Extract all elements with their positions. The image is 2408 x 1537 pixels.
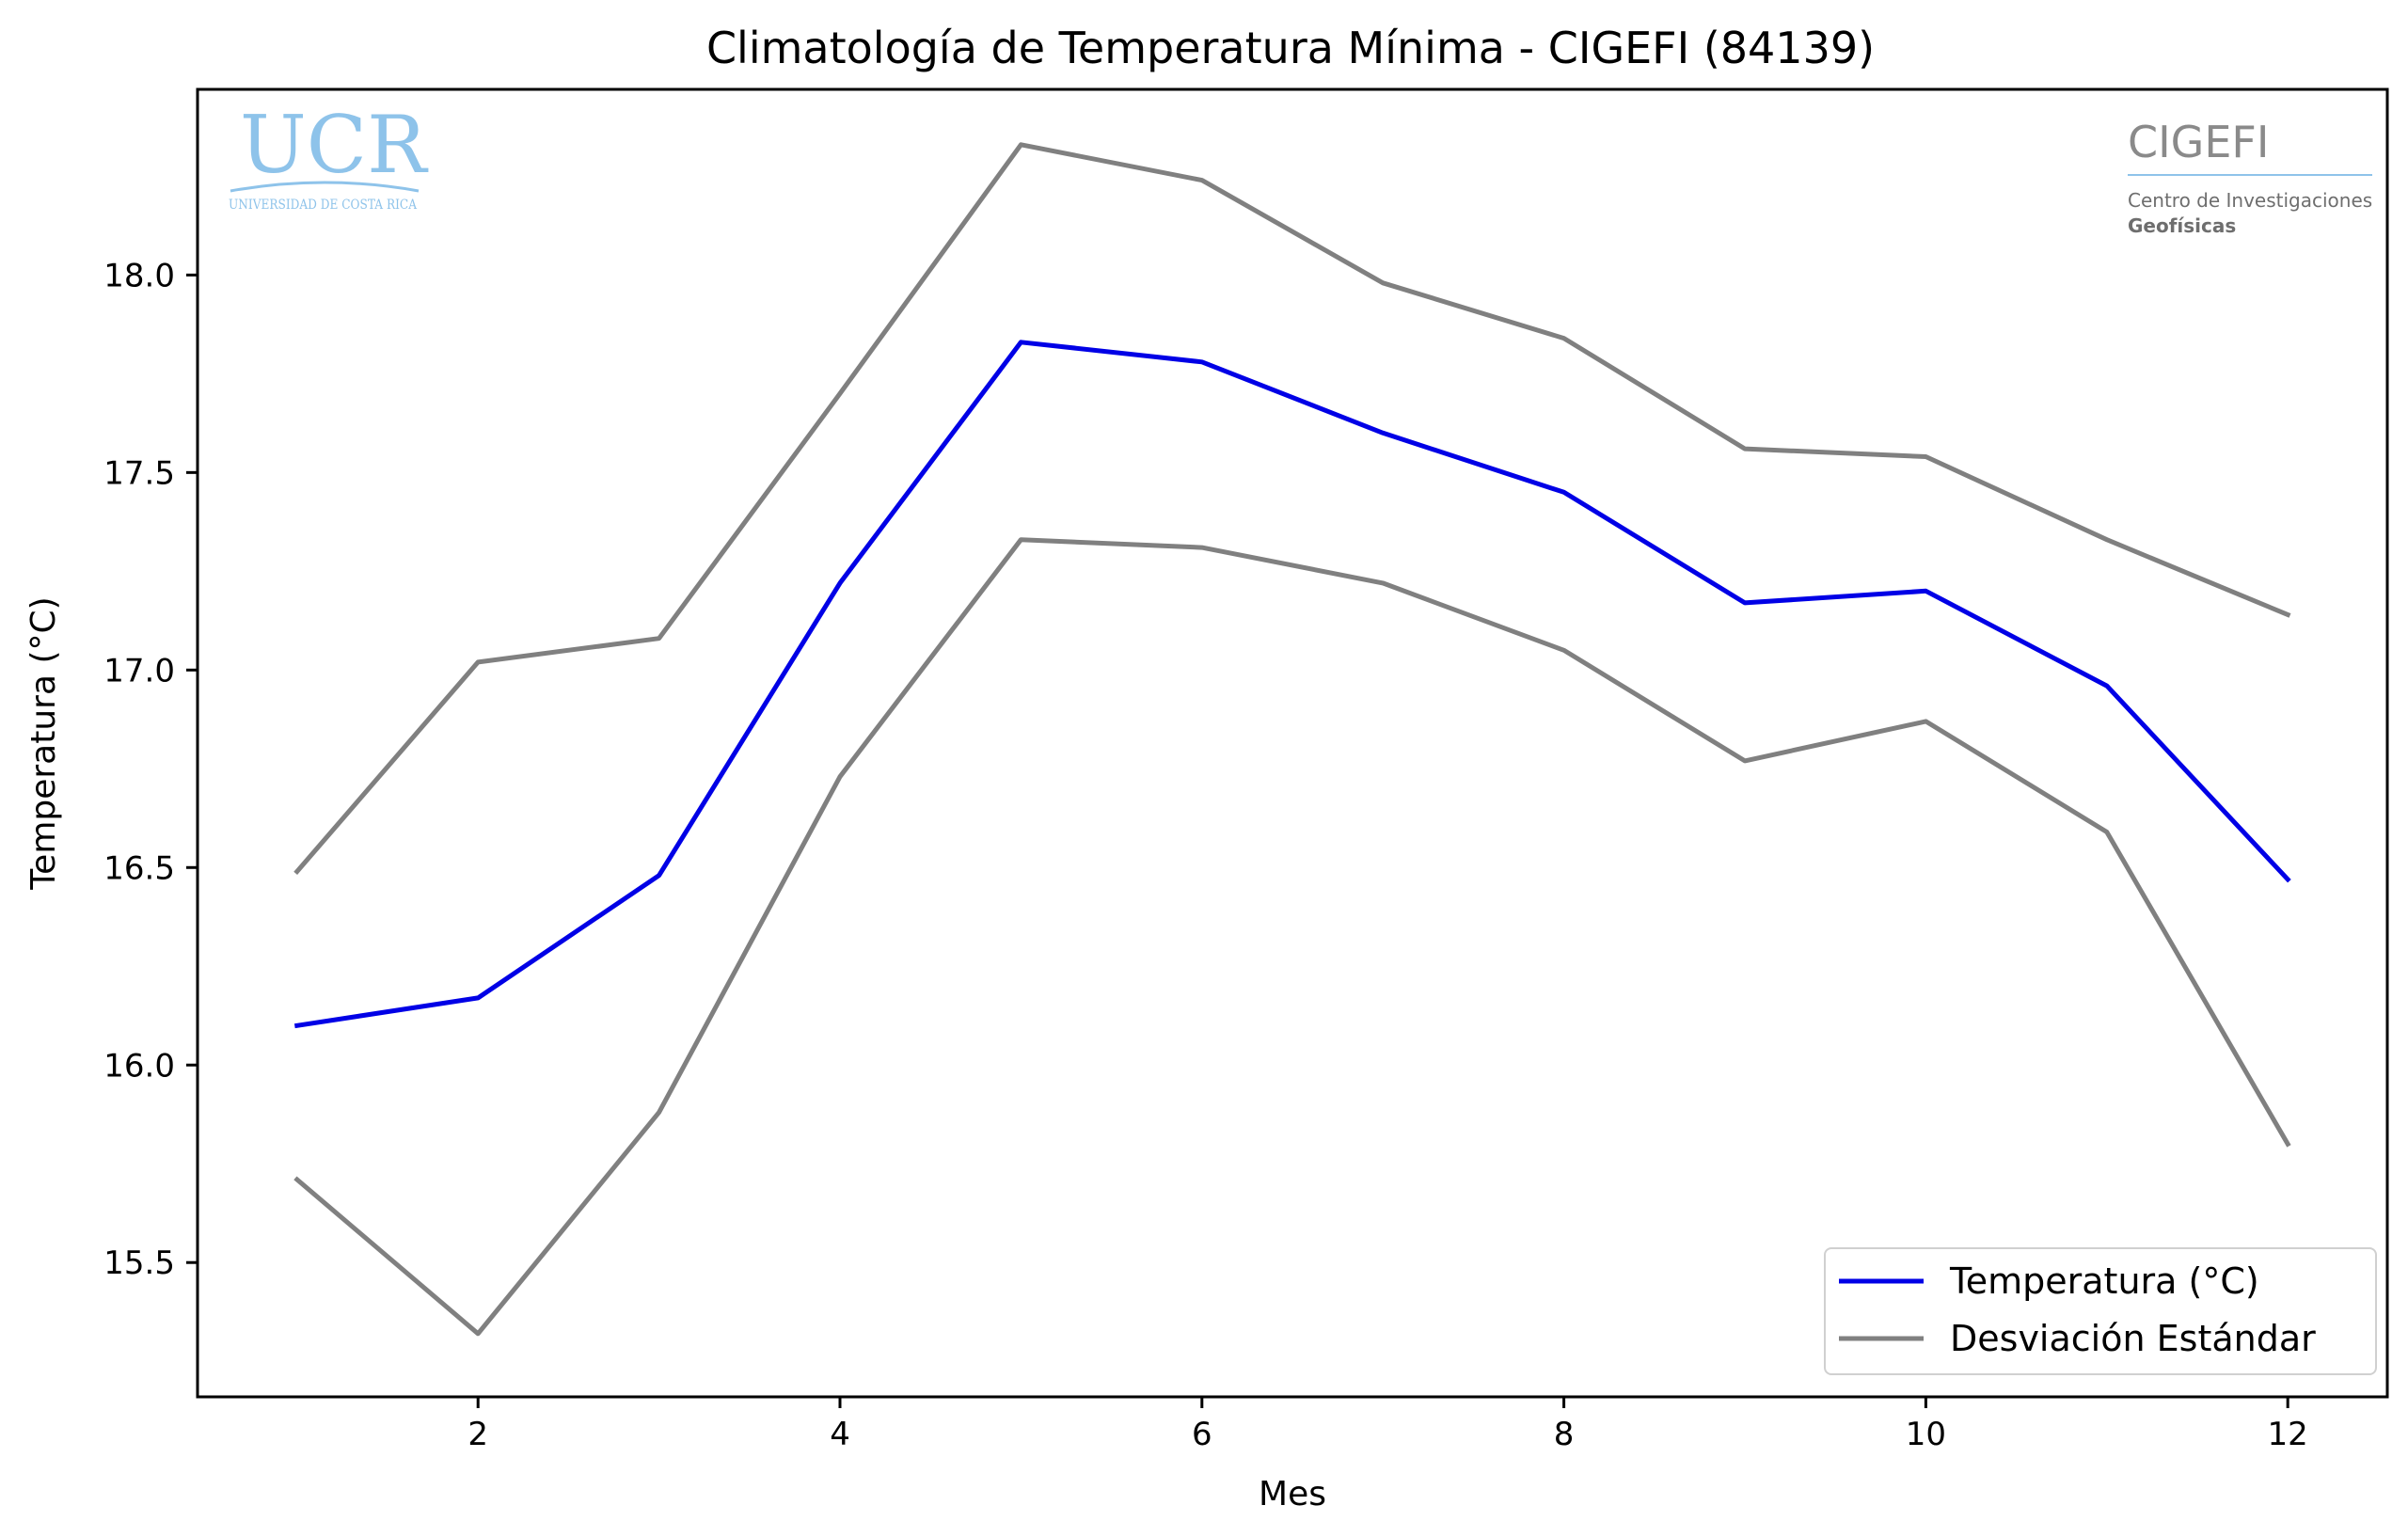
ucr-logo: UCR UNIVERSIDAD DE COSTA RICA (229, 99, 429, 213)
y-axis-label: Temperatura (°C) (24, 596, 63, 890)
x-tick-label: 8 (1554, 1416, 1575, 1453)
legend-entries: Temperatura (°C) Desviación Estándar (1839, 1260, 2316, 1359)
x-tick-label: 4 (830, 1416, 850, 1453)
legend-label: Temperatura (°C) (1949, 1260, 2259, 1302)
series-layer (293, 142, 2291, 1337)
ucr-logo-text: UCR (240, 99, 429, 191)
x-axis: 2 4 6 8 10 12 (467, 1397, 2308, 1453)
x-tick-label: 2 (467, 1416, 488, 1453)
cigefi-logo-text: CIGEFI (2128, 117, 2269, 167)
chart-title: Climatología de Temperatura Mínima - CIG… (706, 23, 1875, 73)
y-axis: 15.5 16.0 16.5 17.0 17.5 18.0 (103, 257, 198, 1282)
series-line-0 (293, 340, 2291, 1029)
cigefi-logo-line1: Centro de Investigaciones (2128, 189, 2372, 212)
cigefi-logo-line2: Geofísicas (2128, 214, 2236, 237)
x-tick-label: 10 (1906, 1416, 1946, 1453)
y-tick-label: 16.0 (103, 1047, 175, 1085)
ucr-logo-subtext: UNIVERSIDAD DE COSTA RICA (229, 198, 418, 213)
x-tick-label: 12 (2268, 1416, 2308, 1453)
y-tick-label: 16.5 (103, 849, 175, 887)
ucr-logo-arc (230, 181, 420, 193)
legend-frame (1824, 1247, 2377, 1375)
cigefi-logo: CIGEFI Centro de Investigaciones Geofísi… (2128, 117, 2372, 237)
series-line-1 (293, 142, 2291, 876)
y-tick-label: 15.5 (103, 1244, 175, 1282)
plot-frame (196, 87, 2389, 1399)
y-tick-label: 17.0 (103, 652, 175, 689)
series-line-2 (293, 537, 2291, 1337)
x-tick-label: 6 (1192, 1416, 1212, 1453)
x-axis-label: Mes (1259, 1475, 1326, 1513)
y-tick-label: 17.5 (103, 454, 175, 492)
legend: Temperatura (°C) Desviación Estándar (1824, 1247, 2377, 1375)
y-tick-label: 18.0 (103, 257, 175, 294)
legend-label: Desviación Estándar (1950, 1318, 2316, 1359)
